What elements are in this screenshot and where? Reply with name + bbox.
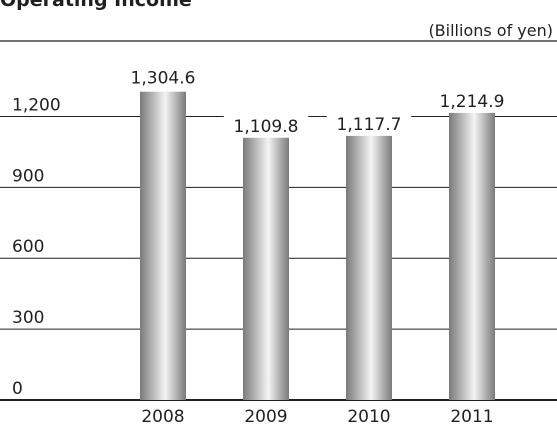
y-tick-label: 0 xyxy=(12,379,23,399)
value-label: 1,304.6 xyxy=(131,69,196,89)
x-tick-label: 2008 xyxy=(141,407,184,426)
value-label-bg xyxy=(429,89,515,111)
y-tick-label: 600 xyxy=(12,237,44,257)
y-tick-label: 300 xyxy=(12,308,44,328)
y-tick-label: 900 xyxy=(12,166,44,186)
bar xyxy=(243,137,289,400)
unit-label: (Billions of yen) xyxy=(428,21,553,40)
chart-title: Operating Income xyxy=(0,0,192,11)
value-label: 1,117.7 xyxy=(337,115,402,135)
x-tick-label: 2011 xyxy=(450,407,493,426)
x-tick-label: 2010 xyxy=(347,407,390,426)
value-label-bg xyxy=(223,114,309,136)
x-tick-label: 2009 xyxy=(244,407,287,426)
labels: 0 300 600 900 1,200 1,304.6 2008 1,109.8 2009 1,1… xyxy=(12,69,515,426)
bar xyxy=(140,91,186,400)
value-label: 1,109.8 xyxy=(234,117,299,137)
bars xyxy=(140,91,495,400)
value-label: 1,214.9 xyxy=(440,92,505,112)
bar xyxy=(346,135,392,400)
bar xyxy=(449,112,495,400)
y-tick-label: 1,200 xyxy=(12,95,61,115)
value-label-bg xyxy=(326,112,412,134)
